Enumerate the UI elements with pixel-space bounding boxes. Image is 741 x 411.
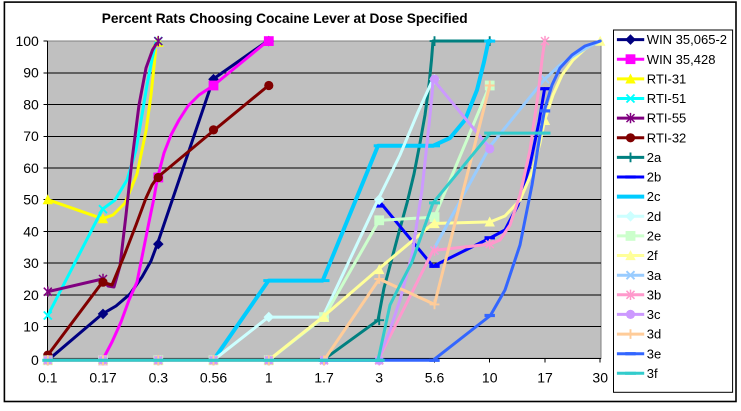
svg-text:RTI-55: RTI-55 <box>647 111 687 126</box>
svg-text:1.7: 1.7 <box>314 370 334 386</box>
svg-text:3: 3 <box>375 370 383 386</box>
svg-text:3a: 3a <box>647 268 662 283</box>
svg-text:70: 70 <box>23 128 39 144</box>
svg-text:20: 20 <box>23 287 39 303</box>
svg-text:90: 90 <box>23 65 39 81</box>
svg-text:30: 30 <box>23 255 39 271</box>
svg-text:10: 10 <box>23 319 39 335</box>
svg-text:3d: 3d <box>647 327 661 342</box>
svg-text:3e: 3e <box>647 346 661 361</box>
svg-text:2c: 2c <box>647 189 661 204</box>
svg-text:Percent Rats Choosing Cocaine: Percent Rats Choosing Cocaine Lever at D… <box>102 11 468 26</box>
svg-text:0: 0 <box>31 352 39 368</box>
svg-text:5.6: 5.6 <box>425 370 445 386</box>
svg-text:WIN 35,065-2: WIN 35,065-2 <box>647 32 727 47</box>
svg-text:0.56: 0.56 <box>200 370 227 386</box>
svg-text:10: 10 <box>482 370 498 386</box>
svg-text:80: 80 <box>23 96 39 112</box>
svg-text:50: 50 <box>23 192 39 208</box>
svg-text:3f: 3f <box>647 366 658 381</box>
svg-text:0.1: 0.1 <box>38 370 58 386</box>
svg-text:3b: 3b <box>647 287 661 302</box>
svg-text:100: 100 <box>15 33 39 49</box>
svg-text:0.17: 0.17 <box>89 370 116 386</box>
svg-text:RTI-32: RTI-32 <box>647 130 687 145</box>
svg-text:1: 1 <box>265 370 273 386</box>
svg-text:17: 17 <box>537 370 553 386</box>
svg-text:60: 60 <box>23 160 39 176</box>
svg-text:2d: 2d <box>647 209 661 224</box>
svg-text:RTI-31: RTI-31 <box>647 72 687 87</box>
svg-text:2f: 2f <box>647 248 658 263</box>
svg-text:0.3: 0.3 <box>149 370 169 386</box>
svg-text:RTI-51: RTI-51 <box>647 91 687 106</box>
svg-text:3c: 3c <box>647 307 661 322</box>
svg-text:2b: 2b <box>647 170 661 185</box>
svg-text:WIN 35,428: WIN 35,428 <box>647 52 716 67</box>
svg-text:2a: 2a <box>647 150 662 165</box>
svg-text:30: 30 <box>592 370 608 386</box>
svg-text:2e: 2e <box>647 229 661 244</box>
svg-text:40: 40 <box>23 223 39 239</box>
